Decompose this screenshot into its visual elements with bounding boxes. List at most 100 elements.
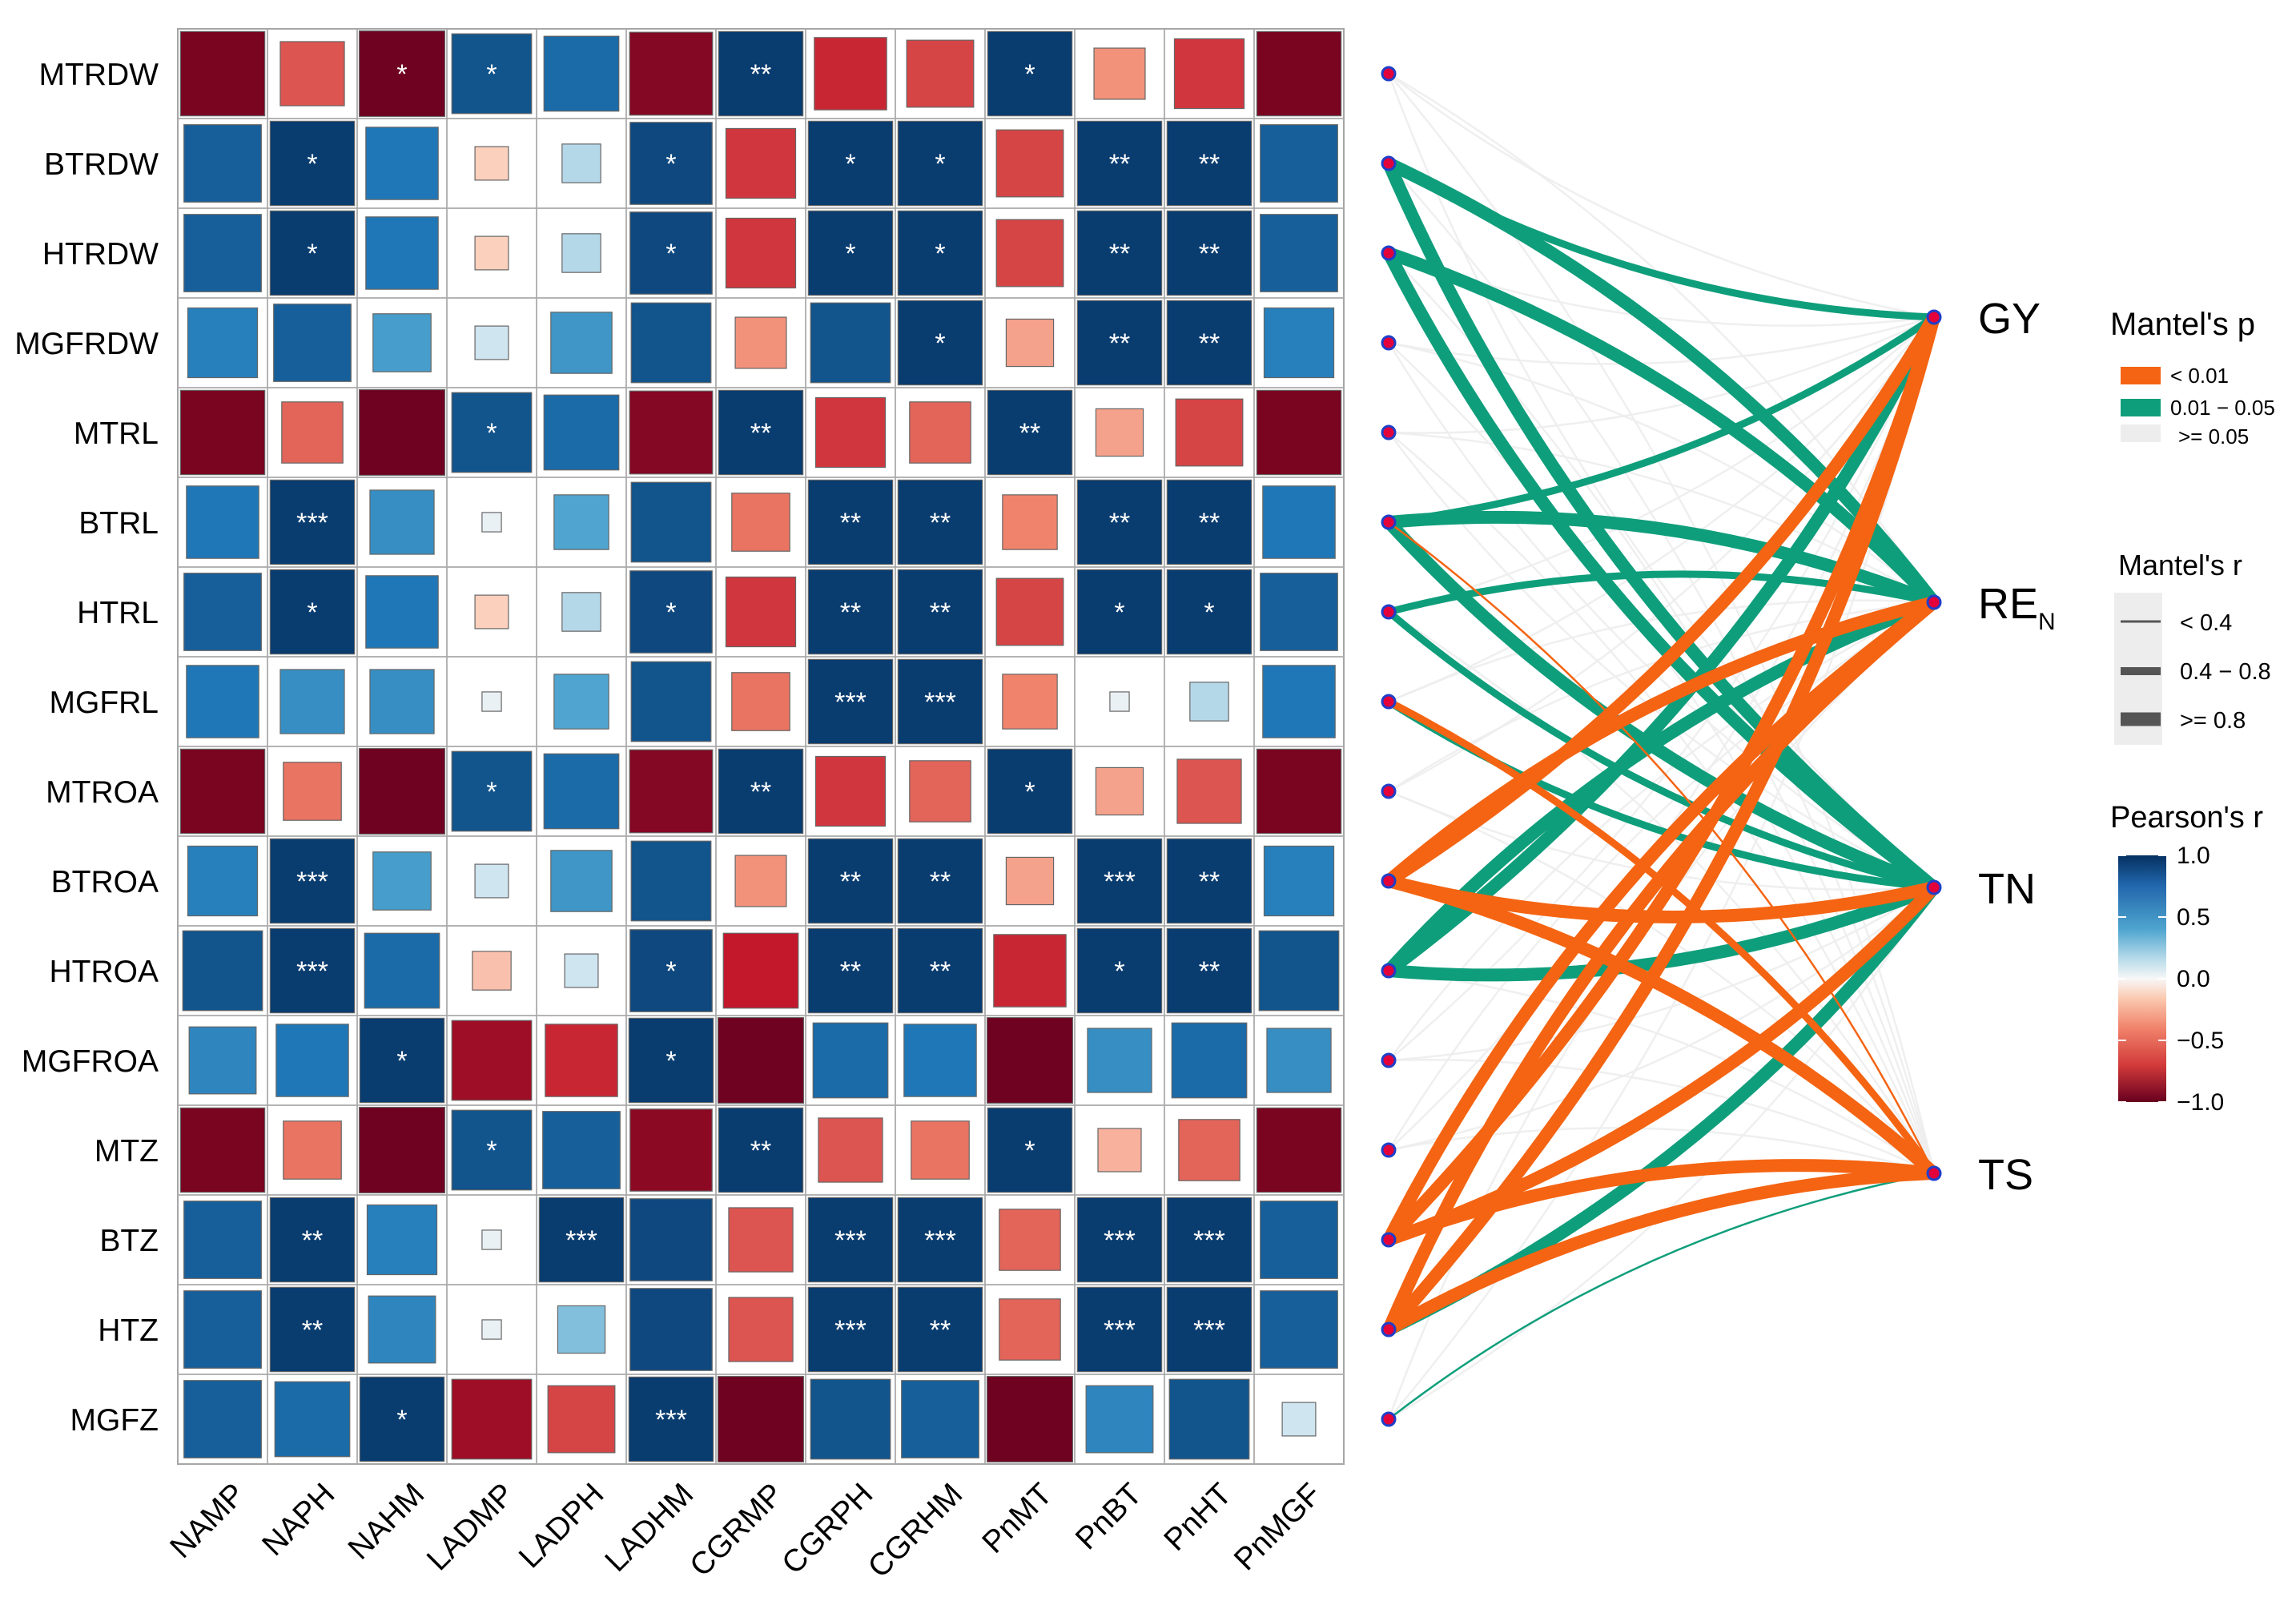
significance-label: **	[930, 1315, 951, 1346]
heatmap-cell	[807, 838, 894, 924]
significance-label: **	[930, 597, 951, 628]
source-node	[1381, 1142, 1397, 1158]
source-node	[1381, 1052, 1397, 1068]
heatmap-cell	[897, 120, 983, 207]
correlation-heatmap: * * ** ** * * * ** *** * * * ** *** ** *** ** ***** ** ** **…	[14, 28, 1345, 1585]
heatmap-cell	[897, 300, 983, 386]
heatmap-cell	[547, 1385, 616, 1454]
colorbar-tick-label: 0.5	[2177, 904, 2210, 931]
colorbar-tick-label: 1.0	[2177, 843, 2210, 869]
column-label: CGRHM	[862, 1477, 970, 1585]
heatmap-cell	[807, 927, 894, 1014]
legend-r-label-mid: 0.4 − 0.8	[2180, 659, 2271, 685]
target-node	[1926, 309, 1942, 325]
heatmap-cell	[553, 674, 609, 730]
legend: Mantel's p < 0.01 0.01 − 0.05 >= 0.05 Ma…	[2110, 307, 2275, 1116]
mantel-link	[1387, 316, 1936, 793]
heatmap-cell	[358, 30, 446, 118]
heatmap-cell	[1093, 47, 1146, 100]
legend-pearson-ticks: 1.0 0.5 0.0 −0.5 −1.0	[2118, 843, 2224, 1116]
heatmap-gridcell	[1253, 1374, 1345, 1465]
heatmap-cell	[1076, 569, 1163, 655]
heatmap-cell	[725, 576, 797, 648]
mantel-link	[1382, 596, 1940, 887]
significance-label: ***	[655, 1405, 687, 1435]
heatmap-cell	[897, 658, 983, 745]
mantel-link	[1387, 969, 1936, 1175]
significance-label: **	[1199, 867, 1220, 897]
significance-label: ***	[1104, 867, 1136, 897]
significance-label: **	[1019, 418, 1040, 449]
significance-label: *	[935, 328, 945, 359]
heatmap-cell	[995, 577, 1064, 646]
heatmap-cell	[269, 927, 356, 1014]
heatmap-cell	[1076, 300, 1163, 386]
heatmap-cell	[179, 389, 266, 476]
significance-label: ***	[834, 687, 867, 718]
heatmap-cell	[550, 312, 613, 374]
heatmap-cell	[630, 661, 712, 742]
heatmap-cell	[179, 30, 266, 117]
heatmap-cell	[1085, 1385, 1154, 1454]
heatmap-cell	[1166, 120, 1253, 207]
heatmap-cell	[987, 1107, 1073, 1193]
row-label: MTRDW	[39, 58, 159, 92]
heatmap-cell	[734, 316, 787, 369]
heatmap-cell	[818, 1117, 883, 1183]
source-node	[1381, 963, 1397, 979]
heatmap-cell	[283, 1120, 342, 1180]
row-label: MTZ	[94, 1134, 159, 1169]
mantel-link	[1382, 247, 1940, 894]
row-label: BTZ	[99, 1224, 159, 1258]
heatmap-cell	[717, 1375, 805, 1463]
heatmap-cell	[1166, 300, 1253, 386]
column-label: PnMT	[975, 1477, 1059, 1560]
heatmap-cell	[1173, 38, 1245, 110]
heatmap-cell	[368, 1295, 436, 1364]
source-node	[1381, 245, 1397, 261]
mantel-link	[1387, 316, 1936, 613]
heatmap-cell	[451, 1109, 533, 1191]
heatmap-cell	[269, 838, 356, 924]
heatmap-cell	[629, 749, 714, 834]
significance-label: *	[396, 1405, 407, 1435]
heatmap-cell	[1109, 691, 1130, 712]
heatmap-cell	[186, 665, 259, 738]
mantel-link	[1387, 316, 1936, 434]
heatmap-cell	[986, 1375, 1074, 1463]
heatmap-cell	[1166, 927, 1253, 1014]
significance-label: **	[302, 1225, 323, 1256]
row-label: HTZ	[98, 1313, 159, 1348]
heatmap-cell	[911, 1120, 970, 1180]
significance-label: **	[930, 867, 951, 897]
heatmap-cell	[365, 216, 439, 290]
column-label: PnHT	[1157, 1477, 1238, 1558]
significance-label: ***	[1193, 1225, 1225, 1256]
heatmap-cell	[269, 569, 356, 655]
significance-label: **	[1199, 328, 1220, 359]
row-label: MGFRL	[50, 686, 159, 720]
significance-label: ***	[924, 687, 956, 718]
heatmap-cell	[183, 1201, 262, 1279]
heatmap-cell	[897, 1286, 983, 1373]
heatmap-cell	[186, 485, 259, 559]
heatmap-cell	[269, 1286, 356, 1373]
heatmap-cell	[1168, 1378, 1250, 1460]
heatmap-cell	[999, 1209, 1061, 1271]
legend-p-label-mid: 0.01 − 0.05	[2170, 396, 2275, 420]
heatmap-cell	[269, 1197, 356, 1283]
heatmap-cell	[722, 932, 799, 1009]
heatmap-cell	[1262, 485, 1336, 559]
heatmap-cell	[372, 313, 432, 372]
mantel-link	[1387, 316, 1936, 365]
heatmap-cell	[1002, 494, 1058, 550]
heatmap-cell	[987, 748, 1073, 835]
mantel-link	[1382, 596, 1940, 1246]
heatmap-cell	[1266, 1028, 1332, 1093]
heatmap-cell	[731, 672, 790, 731]
heatmap-cell	[179, 1107, 266, 1193]
heatmap-cell	[183, 573, 262, 651]
heatmap-cell	[1260, 214, 1338, 292]
heatmap-cell	[1171, 1022, 1248, 1099]
heatmap-cell	[358, 1106, 446, 1194]
